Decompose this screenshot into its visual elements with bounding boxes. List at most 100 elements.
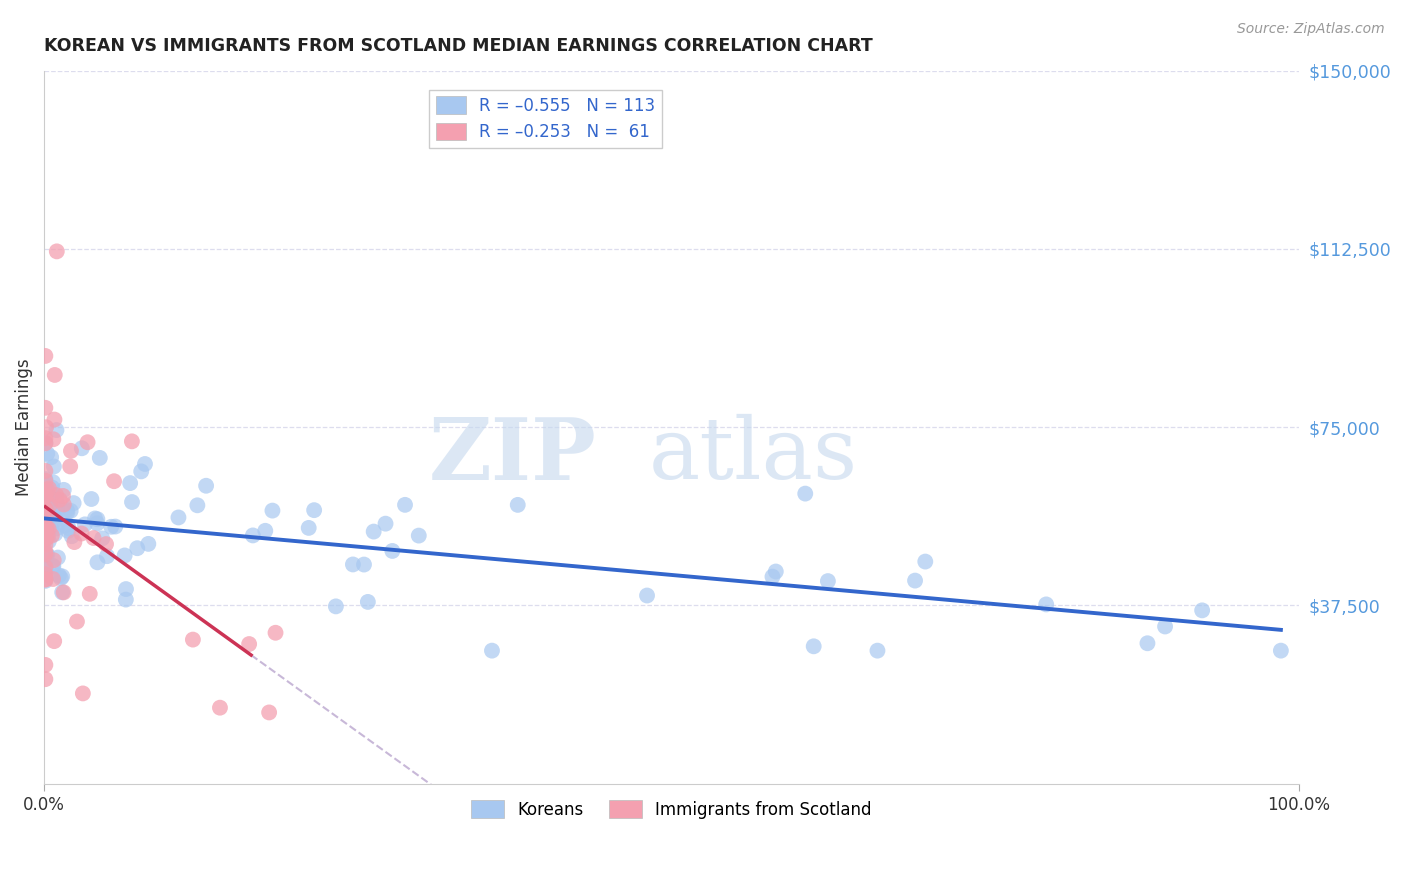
Point bbox=[42, 475, 65, 490]
Point bbox=[38, 500, 60, 515]
Point bbox=[89, 450, 111, 465]
Point bbox=[39, 450, 62, 465]
Point bbox=[34, 494, 56, 508]
Point bbox=[45, 513, 67, 527]
Point bbox=[34, 514, 56, 528]
Point bbox=[34, 566, 56, 580]
Point bbox=[52, 498, 75, 512]
Point bbox=[34, 501, 56, 516]
Point bbox=[238, 637, 260, 651]
Point bbox=[264, 625, 287, 640]
Point bbox=[302, 503, 325, 517]
Point bbox=[342, 558, 364, 572]
Point bbox=[120, 476, 142, 491]
Point bbox=[34, 560, 56, 574]
Point bbox=[37, 520, 59, 534]
Point bbox=[41, 481, 63, 495]
Point bbox=[42, 572, 65, 586]
Point bbox=[803, 640, 825, 654]
Text: KOREAN VS IMMIGRANTS FROM SCOTLAND MEDIAN EARNINGS CORRELATION CHART: KOREAN VS IMMIGRANTS FROM SCOTLAND MEDIA… bbox=[44, 37, 873, 55]
Point bbox=[114, 549, 136, 563]
Point bbox=[103, 474, 125, 488]
Point bbox=[34, 567, 56, 582]
Point bbox=[195, 479, 218, 493]
Point bbox=[37, 529, 59, 543]
Point bbox=[34, 574, 56, 588]
Point bbox=[96, 549, 118, 564]
Legend: Koreans, Immigrants from Scotland: Koreans, Immigrants from Scotland bbox=[464, 794, 879, 825]
Point bbox=[381, 544, 404, 558]
Point bbox=[35, 506, 58, 520]
Point bbox=[34, 472, 56, 486]
Point bbox=[52, 483, 75, 497]
Point bbox=[262, 503, 284, 517]
Point bbox=[79, 587, 101, 601]
Point bbox=[38, 534, 60, 549]
Point bbox=[298, 521, 321, 535]
Point bbox=[866, 643, 889, 657]
Point bbox=[42, 553, 65, 567]
Point bbox=[56, 505, 79, 519]
Point bbox=[115, 582, 138, 596]
Point bbox=[353, 558, 375, 572]
Point bbox=[41, 500, 63, 514]
Point bbox=[38, 482, 60, 496]
Point bbox=[357, 595, 380, 609]
Point bbox=[86, 512, 108, 526]
Point bbox=[1035, 598, 1057, 612]
Point bbox=[70, 526, 93, 541]
Point bbox=[44, 634, 66, 648]
Point bbox=[38, 508, 60, 523]
Point bbox=[35, 550, 58, 565]
Point bbox=[1154, 619, 1177, 633]
Point bbox=[48, 568, 70, 582]
Point bbox=[58, 521, 80, 535]
Point bbox=[35, 420, 58, 434]
Point bbox=[38, 522, 60, 536]
Point bbox=[34, 515, 56, 529]
Point bbox=[34, 464, 56, 478]
Point bbox=[44, 368, 66, 382]
Point bbox=[394, 498, 416, 512]
Point bbox=[34, 488, 56, 502]
Point bbox=[76, 435, 98, 450]
Point bbox=[34, 672, 56, 686]
Point bbox=[363, 524, 385, 539]
Point bbox=[121, 434, 143, 449]
Point bbox=[94, 537, 117, 551]
Point bbox=[45, 521, 67, 535]
Point bbox=[37, 548, 59, 562]
Point bbox=[817, 574, 839, 588]
Point bbox=[35, 520, 58, 534]
Point bbox=[53, 518, 76, 533]
Point bbox=[104, 519, 127, 533]
Point bbox=[208, 700, 231, 714]
Point bbox=[46, 496, 69, 510]
Point bbox=[1136, 636, 1159, 650]
Point bbox=[34, 474, 56, 488]
Point bbox=[63, 535, 86, 549]
Point bbox=[56, 524, 79, 538]
Point bbox=[72, 686, 94, 700]
Point bbox=[765, 565, 787, 579]
Point bbox=[37, 490, 59, 504]
Point bbox=[100, 520, 122, 534]
Text: Source: ZipAtlas.com: Source: ZipAtlas.com bbox=[1237, 22, 1385, 37]
Point bbox=[42, 459, 65, 474]
Point bbox=[34, 550, 56, 565]
Point bbox=[34, 436, 56, 450]
Point bbox=[34, 503, 56, 517]
Point bbox=[34, 573, 56, 587]
Point bbox=[52, 489, 75, 503]
Point bbox=[1270, 643, 1292, 657]
Point bbox=[49, 571, 72, 585]
Point bbox=[46, 550, 69, 565]
Point bbox=[84, 511, 107, 525]
Y-axis label: Median Earnings: Median Earnings bbox=[15, 359, 32, 496]
Point bbox=[83, 531, 105, 545]
Point bbox=[34, 349, 56, 363]
Point bbox=[37, 491, 59, 506]
Point bbox=[636, 589, 658, 603]
Point bbox=[181, 632, 204, 647]
Point bbox=[35, 520, 58, 534]
